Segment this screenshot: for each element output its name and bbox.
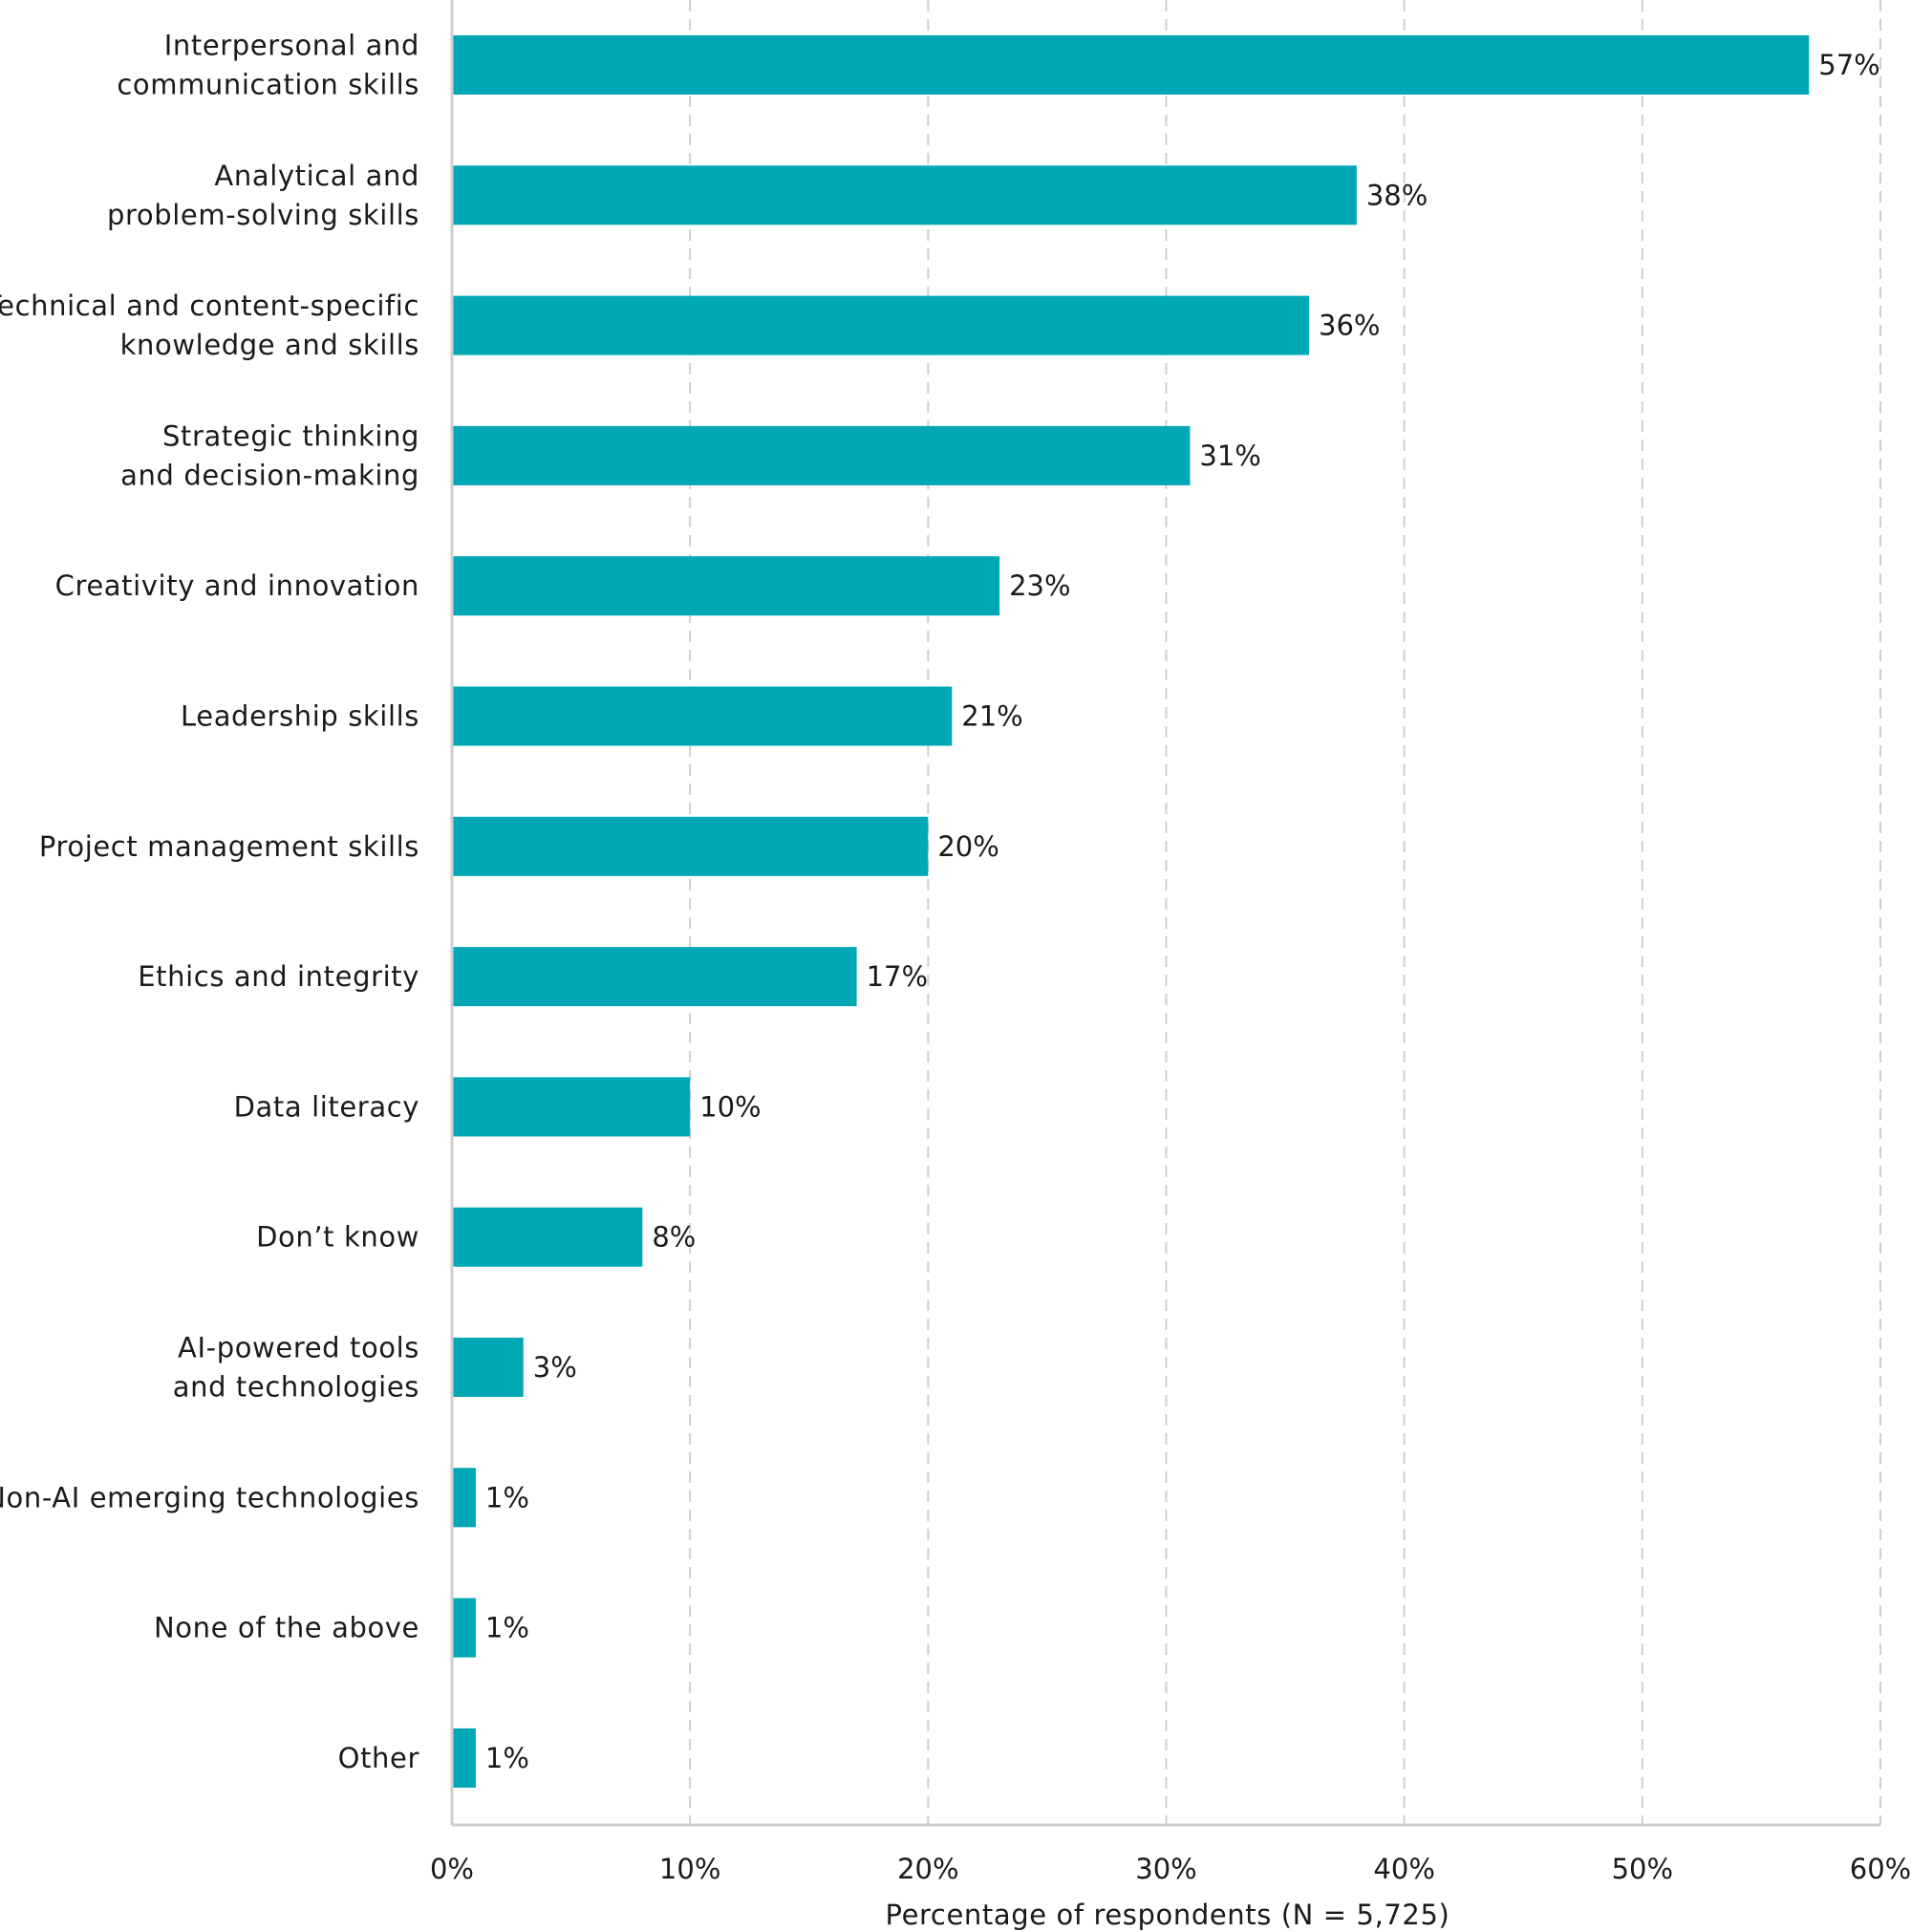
- bar: [453, 165, 1357, 225]
- bar: [453, 1338, 524, 1397]
- labels: 0% 10% 20% 30% 40% 50% 60% 57% Interpersonal and…: [0, 30, 1911, 1886]
- value-label: 36%: [1319, 310, 1380, 342]
- bar: [453, 1207, 643, 1267]
- x-tick-label: 0%: [430, 1853, 474, 1885]
- category-label: communication skills: [117, 69, 419, 101]
- category-label: problem-solving skills: [107, 199, 419, 231]
- bar: [453, 947, 857, 1007]
- category-label: knowledge and skills: [120, 329, 419, 361]
- category-label: Creativity and innovation: [55, 569, 419, 602]
- x-tick-label: 50%: [1612, 1853, 1673, 1885]
- x-tick-label: 60%: [1850, 1853, 1911, 1885]
- category-label: AI-powered tools: [178, 1332, 419, 1364]
- gridlines: [689, 0, 1881, 1825]
- x-tick-label: 30%: [1135, 1853, 1196, 1885]
- category-label: Interpersonal and: [164, 30, 419, 62]
- bar: [453, 35, 1810, 95]
- category-label: Other: [338, 1742, 419, 1774]
- category-label: Strategic thinking: [162, 419, 419, 452]
- category-label: Ethics and integrity: [138, 960, 419, 993]
- value-label: 10%: [699, 1090, 761, 1123]
- bar: [453, 1468, 476, 1528]
- value-label: 1%: [485, 1481, 529, 1513]
- value-label: 23%: [1009, 569, 1070, 602]
- category-label: Don’t know: [256, 1221, 419, 1254]
- value-label: 57%: [1818, 49, 1879, 81]
- category-label: None of the above: [154, 1612, 419, 1644]
- bar: [453, 1728, 476, 1788]
- category-label: Data literacy: [234, 1090, 419, 1123]
- x-tick-label: 40%: [1373, 1853, 1434, 1885]
- bar: [453, 295, 1309, 355]
- bar: [453, 816, 929, 876]
- bar: [453, 686, 953, 746]
- bar: [453, 1077, 691, 1137]
- x-tick-label: 20%: [897, 1853, 958, 1885]
- bar: [453, 425, 1191, 485]
- category-label: Technical and content-specific: [0, 290, 419, 322]
- value-label: 3%: [533, 1351, 577, 1384]
- value-label: 1%: [485, 1612, 529, 1644]
- bars: [453, 35, 1810, 1788]
- category-label: Non-AI emerging technologies: [0, 1481, 419, 1513]
- x-tick-label: 10%: [659, 1853, 720, 1885]
- bar: [453, 556, 1000, 616]
- value-label: 20%: [937, 830, 998, 863]
- value-label: 31%: [1199, 440, 1260, 472]
- bar: [453, 1598, 476, 1658]
- category-label: Project management skills: [39, 830, 419, 863]
- value-label: 17%: [867, 960, 928, 993]
- value-label: 8%: [652, 1221, 696, 1254]
- category-label: Analytical and: [214, 160, 419, 192]
- axes: [450, 0, 1880, 1827]
- category-label: Leadership skills: [181, 700, 419, 733]
- value-label: 1%: [485, 1742, 529, 1774]
- category-label: and decision-making: [120, 459, 419, 491]
- value-label: 21%: [961, 700, 1022, 733]
- x-axis-title: Percentage of respondents (N = 5,725): [886, 1899, 1450, 1931]
- value-label: 38%: [1366, 179, 1428, 211]
- category-label: and technologies: [173, 1371, 419, 1404]
